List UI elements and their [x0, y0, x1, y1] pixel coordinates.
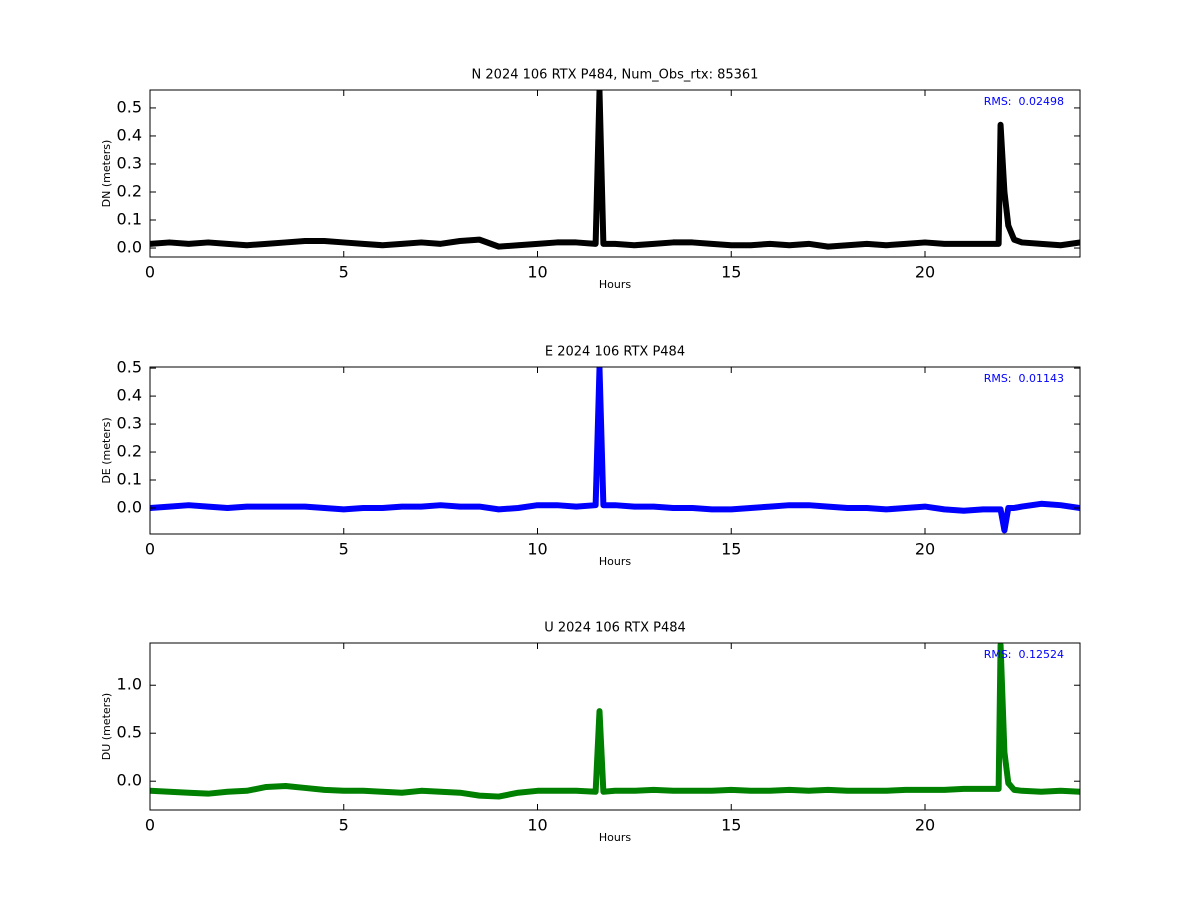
- y-tick-label: 0.0: [117, 238, 142, 257]
- axes-frame: [149, 366, 1081, 535]
- x-tick-label: 5: [339, 816, 349, 835]
- rms-annotation: RMS: 0.01143: [984, 372, 1064, 385]
- y-axis-label: DE (meters): [100, 417, 113, 483]
- chart-title: E 2024 106 RTX P484: [545, 345, 685, 360]
- x-tick-label: 0: [145, 263, 155, 282]
- x-axis-label: Hours: [599, 555, 631, 568]
- data-line: [150, 643, 1080, 800]
- y-axis-label: DU (meters): [100, 693, 113, 760]
- y-tick-label: 0.4: [117, 386, 142, 405]
- x-tick-label: 10: [527, 263, 547, 282]
- y-tick-label: 0.5: [117, 97, 142, 116]
- x-tick-label: 5: [339, 263, 349, 282]
- y-tick-label: 0.1: [117, 470, 142, 489]
- plot-area: [150, 367, 1080, 534]
- y-tick-label: 0.0: [117, 497, 142, 516]
- x-tick-label: 15: [721, 263, 741, 282]
- y-tick-label: 0.5: [117, 723, 142, 742]
- y-tick-label: 0.3: [117, 153, 142, 172]
- y-tick-label: 1.0: [117, 675, 142, 694]
- y-tick-label: 0.1: [117, 210, 142, 229]
- x-tick-label: 0: [145, 816, 155, 835]
- x-axis-label: Hours: [599, 278, 631, 291]
- axes-frame: [149, 89, 1081, 258]
- y-tick-label: 0.2: [117, 181, 142, 200]
- rms-annotation: RMS: 0.02498: [984, 95, 1064, 108]
- x-tick-label: 10: [527, 540, 547, 559]
- y-axis-label: DN (meters): [100, 140, 113, 208]
- x-tick-label: 5: [339, 540, 349, 559]
- rms-annotation: RMS: 0.12524: [984, 648, 1064, 661]
- x-tick-label: 15: [721, 816, 741, 835]
- y-tick-label: 0.3: [117, 414, 142, 433]
- data-line: [150, 367, 1080, 534]
- x-tick-label: 10: [527, 816, 547, 835]
- x-tick-label: 0: [145, 540, 155, 559]
- plot-area: [150, 643, 1080, 800]
- x-axis-label: Hours: [599, 831, 631, 844]
- y-tick-label: 0.2: [117, 442, 142, 461]
- y-tick-label: 0.0: [117, 771, 142, 790]
- chart-title: N 2024 106 RTX P484, Num_Obs_rtx: 85361: [472, 68, 759, 83]
- data-line: [150, 90, 1080, 250]
- x-tick-label: 20: [915, 263, 935, 282]
- x-tick-label: 15: [721, 540, 741, 559]
- plot-area: [150, 90, 1080, 250]
- x-tick-label: 20: [915, 540, 935, 559]
- x-tick-label: 20: [915, 816, 935, 835]
- y-tick-label: 0.4: [117, 125, 142, 144]
- y-tick-label: 0.5: [117, 358, 142, 377]
- axes-frame: [149, 642, 1081, 811]
- chart-title: U 2024 106 RTX P484: [544, 621, 686, 636]
